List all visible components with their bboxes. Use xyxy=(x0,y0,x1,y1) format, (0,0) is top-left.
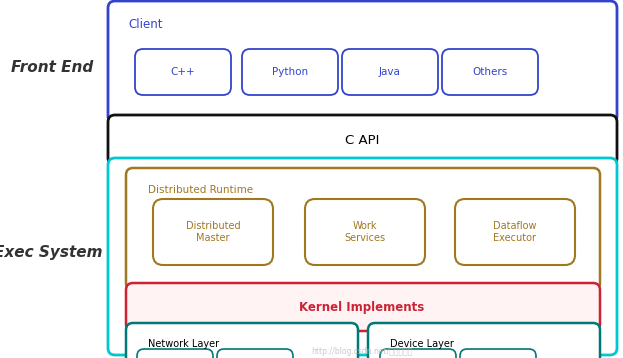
FancyBboxPatch shape xyxy=(126,283,600,331)
Text: Front End: Front End xyxy=(11,61,93,76)
FancyBboxPatch shape xyxy=(153,199,273,265)
FancyBboxPatch shape xyxy=(368,323,600,358)
Text: Device Layer: Device Layer xyxy=(390,339,454,349)
Text: C API: C API xyxy=(345,134,379,146)
FancyBboxPatch shape xyxy=(137,349,213,358)
FancyBboxPatch shape xyxy=(455,199,575,265)
Text: Network Layer: Network Layer xyxy=(148,339,219,349)
Text: Python: Python xyxy=(272,67,308,77)
Text: Client: Client xyxy=(128,18,163,30)
Text: Kernel Implements: Kernel Implements xyxy=(300,300,425,314)
FancyBboxPatch shape xyxy=(108,115,617,165)
FancyBboxPatch shape xyxy=(126,168,600,290)
FancyBboxPatch shape xyxy=(242,49,338,95)
FancyBboxPatch shape xyxy=(305,199,425,265)
FancyBboxPatch shape xyxy=(126,323,358,358)
FancyBboxPatch shape xyxy=(217,349,293,358)
FancyBboxPatch shape xyxy=(460,349,536,358)
Text: Others: Others xyxy=(472,67,508,77)
Text: Dataflow
Executor: Dataflow Executor xyxy=(493,221,537,243)
Text: Distributed
Master: Distributed Master xyxy=(186,221,240,243)
Text: C++: C++ xyxy=(171,67,196,77)
Text: Exec System: Exec System xyxy=(0,245,102,260)
FancyBboxPatch shape xyxy=(108,158,617,355)
FancyBboxPatch shape xyxy=(442,49,538,95)
FancyBboxPatch shape xyxy=(380,349,456,358)
FancyBboxPatch shape xyxy=(342,49,438,95)
Text: Java: Java xyxy=(379,67,401,77)
Text: Work
Services: Work Services xyxy=(345,221,386,243)
FancyBboxPatch shape xyxy=(108,1,617,123)
Text: Distributed Runtime: Distributed Runtime xyxy=(148,185,253,195)
Text: http://blog.csdn.net/小小的队长: http://blog.csdn.net/小小的队长 xyxy=(312,348,412,357)
FancyBboxPatch shape xyxy=(135,49,231,95)
